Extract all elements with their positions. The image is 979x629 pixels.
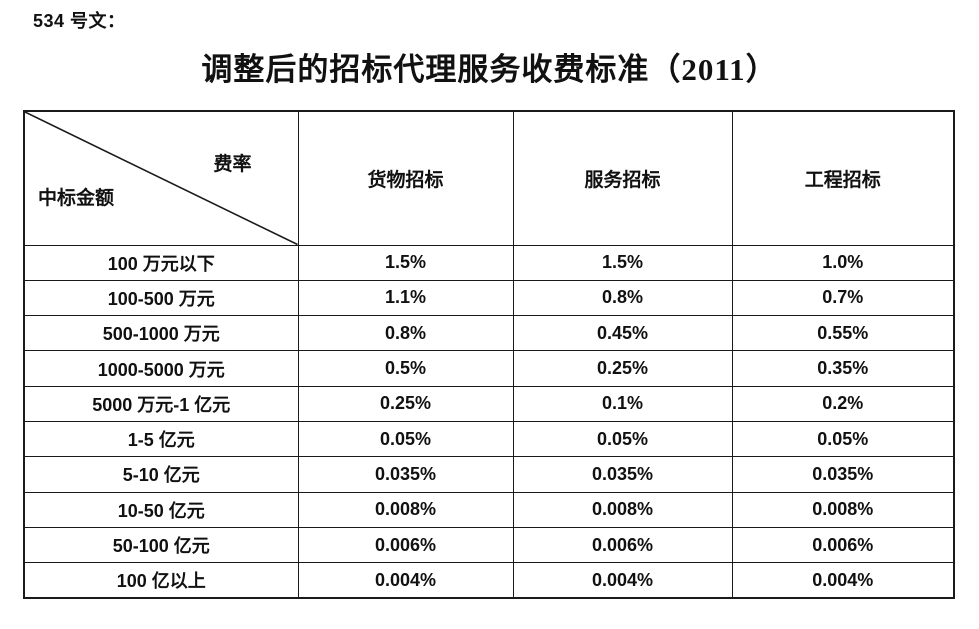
rate-cell: 0.05% [297, 420, 514, 458]
rate-cell: 0.25% [297, 385, 514, 422]
rate-cell: 0.035% [297, 456, 514, 493]
corner-label-bid-amount: 中标金额 [38, 187, 115, 209]
amount-range-label: 100 万元以下 [23, 244, 299, 281]
rate-cell: 1.0% [731, 244, 955, 281]
rate-cell: 0.25% [512, 350, 733, 387]
rate-cell: 0.7% [731, 279, 955, 317]
rate-cell: 0.8% [512, 279, 733, 317]
amount-range-label: 5000 万元-1 亿元 [23, 385, 299, 422]
rate-cell: 0.006% [731, 526, 955, 564]
column-header-goods-bidding: 货物招标 [297, 110, 514, 246]
table-row: 1000-5000 万元 0.5% 0.25% 0.35% [23, 350, 955, 387]
table-row: 100 万元以下 1.5% 1.5% 1.0% [23, 244, 955, 281]
rate-cell: 0.1% [512, 385, 733, 422]
rate-cell: 1.5% [297, 244, 514, 281]
table-row: 1-5 亿元 0.05% 0.05% 0.05% [23, 420, 955, 458]
amount-range-label: 10-50 亿元 [23, 491, 299, 528]
rate-cell: 0.035% [731, 456, 955, 493]
column-header-service-bidding: 服务招标 [512, 110, 733, 246]
rate-cell: 0.008% [512, 491, 733, 528]
document-title: 调整后的招标代理服务收费标准（2011） [201, 52, 778, 87]
rate-cell: 0.5% [297, 350, 514, 387]
rate-cell: 0.05% [731, 420, 955, 458]
table-row: 500-1000 万元 0.8% 0.45% 0.55% [23, 315, 955, 352]
rate-cell: 0.35% [731, 350, 955, 387]
rate-cell: 0.006% [512, 526, 733, 564]
rate-cell: 0.004% [512, 562, 733, 599]
rate-cell: 0.55% [731, 315, 955, 352]
rate-cell: 0.035% [512, 456, 733, 493]
corner-label-fee-rate: 费率 [213, 154, 252, 175]
rate-cell: 1.5% [512, 244, 733, 281]
rate-cell: 0.8% [297, 315, 514, 352]
diagonal-divider-line [25, 112, 298, 245]
table-row: 100-500 万元 1.1% 0.8% 0.7% [23, 279, 955, 317]
rate-cell: 0.004% [731, 562, 955, 599]
rate-cell: 0.004% [297, 562, 514, 599]
rate-cell: 0.45% [512, 315, 733, 352]
amount-range-label: 5-10 亿元 [23, 456, 299, 493]
amount-range-label: 1000-5000 万元 [23, 350, 299, 387]
document-ref-number: 534 号文： [33, 11, 126, 31]
rate-cell: 0.008% [731, 491, 955, 528]
fee-rate-table: 费率 中标金额 货物招标 服务招标 工程招标 100 万元以下 1.5% 1.5… [23, 110, 955, 599]
table-row: 50-100 亿元 0.006% 0.006% 0.006% [23, 526, 955, 564]
table-row: 5-10 亿元 0.035% 0.035% 0.035% [23, 456, 955, 493]
rate-cell: 0.2% [731, 385, 955, 422]
table-header-row: 费率 中标金额 货物招标 服务招标 工程招标 [23, 110, 955, 246]
column-header-engineering-bidding: 工程招标 [731, 110, 955, 246]
table-corner-cell: 费率 中标金额 [23, 110, 299, 246]
amount-range-label: 100-500 万元 [23, 279, 299, 317]
table-row: 5000 万元-1 亿元 0.25% 0.1% 0.2% [23, 385, 955, 422]
table-row: 10-50 亿元 0.008% 0.008% 0.008% [23, 491, 955, 528]
rate-cell: 0.008% [297, 491, 514, 528]
amount-range-label: 500-1000 万元 [23, 315, 299, 352]
rate-cell: 1.1% [297, 279, 514, 317]
amount-range-label: 100 亿以上 [23, 562, 299, 599]
amount-range-label: 50-100 亿元 [23, 526, 299, 564]
table-row: 100 亿以上 0.004% 0.004% 0.004% [23, 562, 955, 599]
rate-cell: 0.05% [512, 420, 733, 458]
amount-range-label: 1-5 亿元 [23, 420, 299, 458]
rate-cell: 0.006% [297, 526, 514, 564]
